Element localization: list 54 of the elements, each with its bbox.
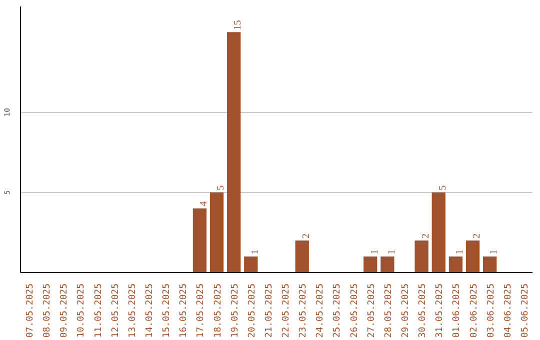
x-tick-label: 14.05.2025 [145,283,155,338]
bar [227,32,241,272]
x-tick-label: 24.05.2025 [316,283,326,338]
data-label: 1 [369,249,380,254]
bar [432,192,446,272]
bar [414,240,428,272]
x-tick-label: 17.05.2025 [196,283,206,338]
x-tick-label: 13.05.2025 [128,283,138,338]
bar [380,256,394,272]
x-tick-label: 23.05.2025 [298,283,309,338]
x-tick-label: 28.05.2025 [384,283,394,338]
bar [448,256,463,272]
x-tick-label: 04.06.2025 [503,283,514,338]
x-tick-label: 22.05.2025 [282,283,292,338]
bar [466,240,480,272]
x-tick-label: 09.05.2025 [60,283,70,338]
x-tick-label: 12.05.2025 [110,283,121,338]
x-tick-label: 21.05.2025 [264,283,274,338]
x-tick-label: 02.06.2025 [469,283,480,338]
x-tick-label: 16.05.2025 [179,283,190,338]
data-label: 15 [232,20,244,30]
x-tick-label: 19.05.2025 [230,283,240,338]
data-label: 1 [250,249,261,254]
x-tick-label: 05.06.2025 [520,283,530,338]
data-label: 2 [301,233,312,238]
data-label: 1 [454,249,466,254]
x-tick-label: 20.05.2025 [247,283,258,338]
bar [210,192,224,272]
x-tick-label: 01.06.2025 [452,283,462,338]
x-tick-label: 03.06.2025 [486,283,496,338]
data-label: 1 [386,249,398,254]
bar [364,256,378,272]
data-label: 2 [472,233,483,238]
x-tick-label: 25.05.2025 [332,283,343,338]
data-label: 2 [420,233,432,238]
bar [483,256,497,272]
bar [244,256,258,272]
x-tick-label: 07.05.2025 [26,283,36,338]
data-label: 1 [488,249,500,254]
x-tick-label: 26.05.2025 [350,283,360,338]
bar [192,208,207,272]
data-label: 5 [438,185,449,190]
x-tick-label: 08.05.2025 [42,283,53,338]
x-tick-label: 27.05.2025 [366,283,377,338]
x-tick-label: 10.05.2025 [76,283,87,338]
x-tick-label: 15.05.2025 [162,283,172,338]
x-tick-label: 11.05.2025 [94,283,104,338]
x-tick-label: 30.05.2025 [418,283,428,338]
data-label: 4 [198,201,210,206]
x-tick-label: 18.05.2025 [213,283,224,338]
x-tick-label: 31.05.2025 [435,283,446,338]
x-tick-label: 29.05.2025 [401,283,411,338]
data-label: 5 [216,185,227,190]
bar [295,240,309,272]
